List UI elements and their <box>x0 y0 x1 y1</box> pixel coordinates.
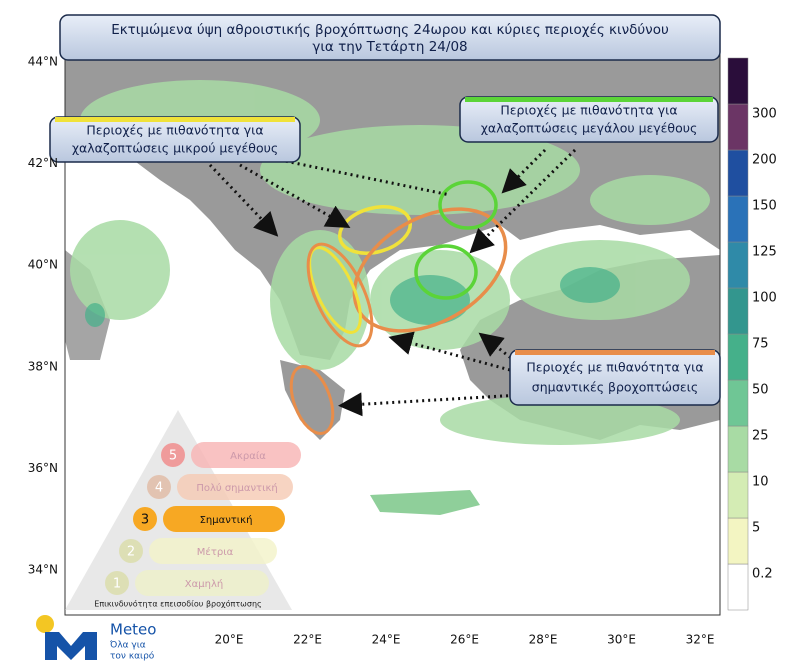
colorbar-label: 100 <box>752 291 777 306</box>
risk-circle <box>161 443 185 467</box>
colorbar-bin <box>727 57 749 105</box>
logo-name: Meteo <box>110 621 156 639</box>
annotation: Περιοχές με πιθανότητα για χαλαζοπτώσεις… <box>459 96 719 143</box>
colorbar-bin <box>727 425 749 473</box>
risk-pill <box>135 570 269 596</box>
lat-label: 44°N <box>28 55 58 69</box>
lat-label: 36°N <box>28 461 58 475</box>
colorbar-label: 5 <box>752 521 760 536</box>
colorbar-label: 50 <box>752 383 769 398</box>
title-line: για την Τετάρτη 24/08 <box>312 39 467 55</box>
colorbar-label: 150 <box>752 199 777 214</box>
annotation-line: σημαντικές βροχοπτώσεις <box>532 380 698 395</box>
colorbar-label: 300 <box>752 107 777 122</box>
lat-label: 34°N <box>28 563 58 577</box>
risk-circle <box>119 539 143 563</box>
risk-circle <box>147 475 171 499</box>
lon-label: 22°E <box>293 633 322 647</box>
lon-label: 32°E <box>686 633 715 647</box>
risk-pill <box>163 506 285 532</box>
risk-circle <box>133 507 157 531</box>
lat-label: 42°N <box>28 156 58 170</box>
risk-pill <box>149 538 277 564</box>
colorbar-bin <box>727 333 749 381</box>
annotation-line: Περιοχές με πιθανότητα για <box>86 123 263 138</box>
risk-pill <box>177 474 293 500</box>
colorbar-bin <box>727 149 749 197</box>
lon-label: 30°E <box>607 633 636 647</box>
lon-label: 20°E <box>215 633 244 647</box>
lat-label: 38°N <box>28 359 58 373</box>
colorbar-bin <box>727 563 749 611</box>
lat-label: 40°N <box>28 258 58 272</box>
risk-caption: Επικινδυνότητα επεισοδίου βροχόπτωσης <box>94 599 261 609</box>
risk-label: Πολύ σημαντική <box>196 482 277 494</box>
risk-label: Ακραία <box>230 450 266 462</box>
risk-pill <box>191 442 301 468</box>
logo-slogan: τον καιρό <box>110 651 155 662</box>
colorbar-label: 10 <box>752 475 769 490</box>
risk-circle <box>105 571 129 595</box>
logo-slogan: Όλα για <box>109 640 146 651</box>
lon-label: 24°E <box>372 633 401 647</box>
risk-label: Σημαντική <box>200 514 253 526</box>
annotation-line: χαλαζοπτώσεις μεγάλου μεγέθους <box>481 121 698 136</box>
title-box: Εκτιμώμενα ύψη αθροιστικής βροχόπτωσης 2… <box>59 14 721 61</box>
colorbar-bin <box>727 287 749 335</box>
colorbar-label: 0.2 <box>752 567 773 582</box>
colorbar-bin <box>727 195 749 243</box>
risk-number: 1 <box>113 577 121 592</box>
colorbar-bin <box>727 379 749 427</box>
risk-label: Χαμηλή <box>185 578 223 590</box>
annotation-line: χαλαζοπτώσεις μικρού μεγέθους <box>72 141 278 156</box>
colorbar-bin <box>727 471 749 519</box>
annotation-line: Περιοχές με πιθανότητα για <box>500 103 677 118</box>
logo: Meteo Όλα για τον καιρό <box>36 615 156 662</box>
annotation: Περιοχές με πιθανότητα για χαλαζοπτώσεις… <box>49 116 301 163</box>
lon-label: 28°E <box>529 633 558 647</box>
colorbar-bin <box>727 517 749 565</box>
risk-pyramid: 5 Ακραία 4 Πολύ σημαντική 3 Σημαντική 2 Μέτρια 1… <box>65 410 301 610</box>
risk-number: 4 <box>155 481 163 496</box>
risk-label: Μέτρια <box>197 546 234 558</box>
colorbar-bin <box>727 103 749 151</box>
title-line: Εκτιμώμενα ύψη αθροιστικής βροχόπτωσης 2… <box>111 22 669 38</box>
risk-number: 2 <box>127 545 135 560</box>
lon-label: 26°E <box>450 633 479 647</box>
risk-number: 3 <box>141 513 149 528</box>
risk-number: 5 <box>169 449 177 464</box>
colorbar-label: 25 <box>752 429 769 444</box>
colorbar-label: 200 <box>752 153 777 168</box>
annotation-line: Περιοχές με πιθανότητα για <box>526 360 703 375</box>
annotation: Περιοχές με πιθανότητα για σημαντικές βρ… <box>509 349 721 406</box>
colorbar-label: 75 <box>752 337 769 352</box>
colorbar-bin <box>727 241 749 289</box>
colorbar-label: 125 <box>752 245 777 260</box>
